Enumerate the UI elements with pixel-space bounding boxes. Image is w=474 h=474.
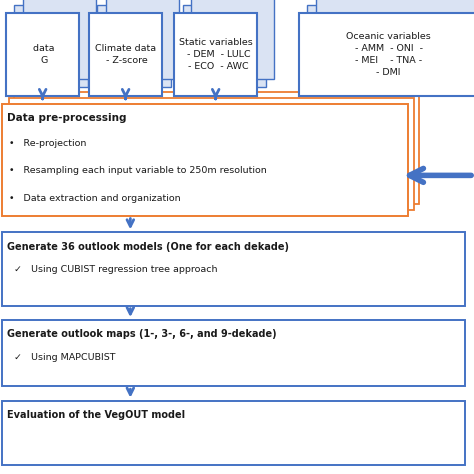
FancyBboxPatch shape — [98, 5, 171, 87]
FancyBboxPatch shape — [316, 0, 474, 79]
FancyBboxPatch shape — [299, 13, 474, 96]
Text: •   Resampling each input variable to 250m resolution: • Resampling each input variable to 250m… — [9, 166, 267, 175]
Text: ✓   Using CUBIST regression tree approach: ✓ Using CUBIST regression tree approach — [14, 265, 218, 274]
Text: ✓   Using MAPCUBIST: ✓ Using MAPCUBIST — [14, 353, 116, 362]
Text: Oceanic variables
- AMM  - ONI  -
- MEI    - TNA -
- DMI: Oceanic variables - AMM - ONI - - MEI - … — [346, 32, 431, 77]
Text: data
 G: data G — [30, 44, 55, 65]
FancyBboxPatch shape — [14, 92, 419, 204]
Text: Static variables
  - DEM  - LULC
  - ECO  - AWC: Static variables - DEM - LULC - ECO - AW… — [179, 38, 253, 71]
FancyBboxPatch shape — [307, 5, 474, 87]
FancyBboxPatch shape — [89, 13, 162, 96]
Text: •   Data extraction and organization: • Data extraction and organization — [9, 194, 181, 203]
Text: Climate data
 - Z-score: Climate data - Z-score — [95, 44, 156, 65]
Text: Evaluation of the VegOUT model: Evaluation of the VegOUT model — [7, 410, 185, 420]
FancyBboxPatch shape — [14, 5, 88, 87]
Text: Data pre-processing: Data pre-processing — [7, 113, 127, 123]
FancyBboxPatch shape — [9, 98, 414, 210]
FancyBboxPatch shape — [106, 0, 179, 79]
Text: •   Re-projection: • Re-projection — [9, 139, 87, 148]
FancyBboxPatch shape — [23, 0, 96, 79]
Text: Generate 36 outlook models (One for each dekade): Generate 36 outlook models (One for each… — [7, 242, 289, 252]
FancyBboxPatch shape — [183, 5, 265, 87]
FancyBboxPatch shape — [2, 401, 465, 465]
FancyBboxPatch shape — [2, 320, 465, 386]
Text: Generate outlook maps (1-, 3-, 6-, and 9-dekade): Generate outlook maps (1-, 3-, 6-, and 9… — [7, 329, 277, 339]
FancyBboxPatch shape — [6, 13, 79, 96]
FancyBboxPatch shape — [191, 0, 274, 79]
FancyBboxPatch shape — [2, 104, 408, 216]
FancyBboxPatch shape — [174, 13, 257, 96]
FancyBboxPatch shape — [2, 232, 465, 306]
